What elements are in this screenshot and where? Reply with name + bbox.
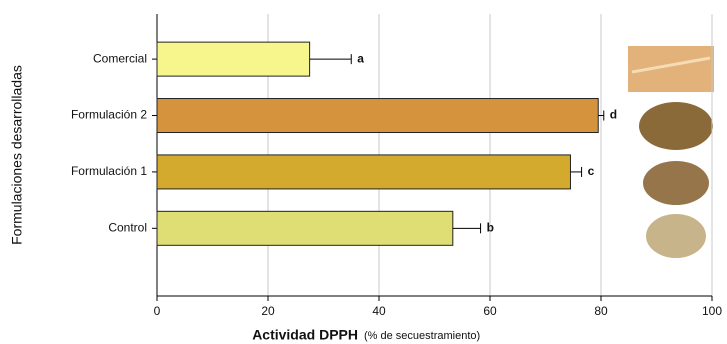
y-tick-label: Comercial (93, 51, 147, 65)
x-tick-label: 60 (483, 304, 497, 318)
x-axis-label: Actividad DPPH (252, 327, 358, 343)
significance-label: d (610, 108, 617, 122)
bar (157, 155, 570, 189)
y-tick-label: Formulación 2 (71, 108, 147, 122)
y-axis-label: Formulaciones desarrolladas (9, 65, 25, 245)
cookie-images (628, 46, 714, 258)
bar (157, 42, 310, 76)
cookie-image (643, 161, 709, 205)
x-tick-label: 40 (372, 304, 386, 318)
y-tick-label: Control (108, 220, 147, 234)
significance-label: c (588, 164, 595, 178)
chart: Formulaciones desarrolladas Actividad DP… (0, 0, 727, 344)
cookie-image (639, 102, 713, 150)
x-tick-label: 20 (261, 304, 275, 318)
x-tick-label: 80 (594, 304, 608, 318)
bar (157, 211, 453, 245)
x-tick-label: 100 (702, 304, 722, 318)
cookie-image (646, 214, 706, 258)
x-tick-label: 0 (154, 304, 161, 318)
significance-label: a (357, 51, 364, 65)
bar (157, 99, 598, 133)
x-axis-label-note: (% de secuestramiento) (364, 330, 480, 342)
significance-label: b (487, 220, 494, 234)
y-tick-label: Formulación 1 (71, 164, 147, 178)
